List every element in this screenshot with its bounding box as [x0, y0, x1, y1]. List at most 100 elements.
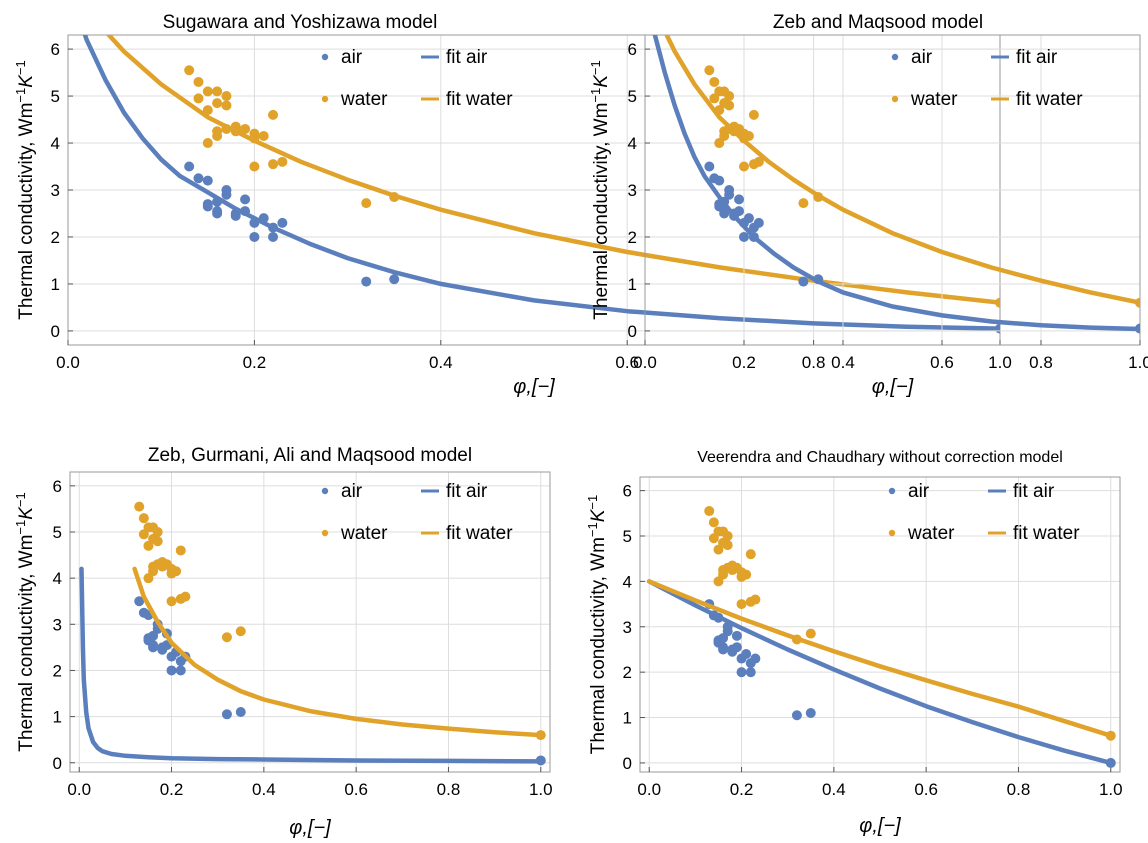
legend-marker-water	[891, 95, 899, 103]
y-tick-label: 1	[53, 708, 62, 727]
data-point-air	[249, 231, 260, 242]
y-tick-label: 0	[623, 754, 632, 773]
data-point-water	[268, 159, 279, 170]
data-point-air	[193, 173, 204, 184]
data-point-water	[175, 545, 186, 556]
data-point-water	[148, 561, 159, 572]
data-point-water	[736, 599, 747, 610]
data-point-water	[193, 76, 204, 87]
data-point-air	[184, 161, 195, 172]
data-point-air	[718, 633, 729, 644]
y-tick-label: 6	[623, 482, 632, 501]
y-tick-label: 4	[623, 572, 632, 591]
x-tick-label: 0.4	[252, 780, 276, 799]
y-tick-label: 2	[51, 228, 60, 247]
legend-label: fit air	[446, 47, 488, 68]
y-tick-label: 3	[53, 615, 62, 634]
legend-marker-water	[321, 95, 329, 103]
x-tick-label: 1.0	[1099, 780, 1123, 799]
data-point-air	[389, 274, 400, 285]
y-tick-label: 3	[51, 181, 60, 200]
legend-label: air	[341, 481, 363, 502]
chart-title: Veerendra and Chaudhary without correcti…	[697, 449, 1063, 466]
data-point-air	[791, 710, 802, 721]
y-tick-label: 5	[51, 87, 60, 106]
x-tick-label: 0.6	[914, 780, 938, 799]
data-point-water	[184, 65, 195, 76]
data-point-water	[212, 98, 223, 109]
y-tick-label: 1	[623, 709, 632, 728]
data-point-water	[745, 549, 756, 560]
legend-label: fit water	[446, 89, 513, 110]
data-point-air	[741, 649, 752, 659]
data-point-water	[240, 123, 251, 134]
y-tick-label: 0	[51, 322, 60, 341]
legend-label: fit air	[1016, 47, 1058, 68]
data-point-water	[221, 100, 232, 111]
data-point-water	[709, 93, 720, 104]
data-point-water	[750, 594, 761, 605]
data-point-water	[193, 93, 204, 104]
data-point-water	[221, 632, 232, 643]
data-point-water	[268, 109, 279, 120]
x-tick-label: 0.6	[930, 353, 954, 372]
chart-title: Zeb and Maqsood model	[773, 12, 983, 33]
legend: air fit air water fit water	[321, 47, 513, 110]
plot-frame	[639, 476, 1121, 773]
data-point-water	[258, 130, 269, 141]
y-tick-label: 6	[628, 40, 637, 59]
data-point-air	[235, 707, 246, 717]
data-point-air	[202, 201, 213, 212]
data-point-water	[202, 138, 213, 149]
data-point-water	[708, 517, 719, 528]
legend-label: water	[340, 523, 388, 544]
data-point-air	[277, 217, 288, 228]
data-point-air	[361, 276, 372, 287]
data-point-air	[202, 175, 213, 186]
data-point-air	[734, 194, 745, 205]
x-tick-label: 0.2	[160, 780, 184, 799]
data-point-water	[743, 130, 754, 141]
chart-panel-1: 0.0 0.2 0.4 0.6 0.8 1.0 0 1 2 3 4 5 6 Sugawara and Yo…	[13, 12, 1012, 398]
data-point-water	[741, 569, 752, 580]
legend-marker-water	[321, 529, 329, 537]
data-point-air	[743, 213, 754, 224]
data-point-air	[166, 665, 177, 676]
data-point-water	[134, 501, 145, 512]
x-tick-label: 0.6	[615, 353, 639, 372]
data-point-water	[180, 591, 191, 602]
data-point-water	[718, 565, 729, 576]
y-axis-label: Thermal conductivity, Wm−1K−1	[13, 60, 37, 319]
x-tick-label: 0.6	[344, 780, 368, 799]
data-point-water	[709, 76, 720, 87]
data-point-water	[277, 156, 288, 167]
x-axis-label: φ,[−]	[513, 376, 555, 398]
y-tick-label: 5	[628, 87, 637, 106]
y-tick-label: 2	[628, 228, 637, 247]
data-point-air	[175, 665, 186, 676]
data-point-water	[739, 161, 749, 172]
data-point-water	[166, 596, 177, 607]
y-tick-label: 4	[53, 569, 62, 588]
data-point-water	[724, 91, 735, 102]
data-point-water	[171, 566, 182, 577]
legend-label: fit water	[446, 523, 513, 544]
legend-label: fit air	[446, 481, 488, 502]
x-axis-label: φ,[−]	[872, 376, 914, 398]
data-point-water	[202, 105, 213, 116]
data-point-air	[731, 630, 742, 641]
legend-label: fit water	[1016, 89, 1083, 110]
data-point-water	[202, 86, 213, 97]
legend: air fit air water fit water	[891, 47, 1083, 110]
series-line-fit-air	[82, 35, 1000, 331]
x-tick-label: 0.8	[802, 353, 826, 372]
data-point-air	[157, 644, 168, 655]
x-axis-label: φ,[−]	[289, 817, 331, 839]
x-tick-label: 1.0	[529, 780, 553, 799]
x-tick-label: 0.4	[429, 353, 453, 372]
series-line-fit-water	[664, 35, 1140, 305]
x-tick-label: 0.4	[822, 780, 846, 799]
y-tick-label: 0	[628, 322, 637, 341]
data-point-air	[221, 185, 232, 195]
